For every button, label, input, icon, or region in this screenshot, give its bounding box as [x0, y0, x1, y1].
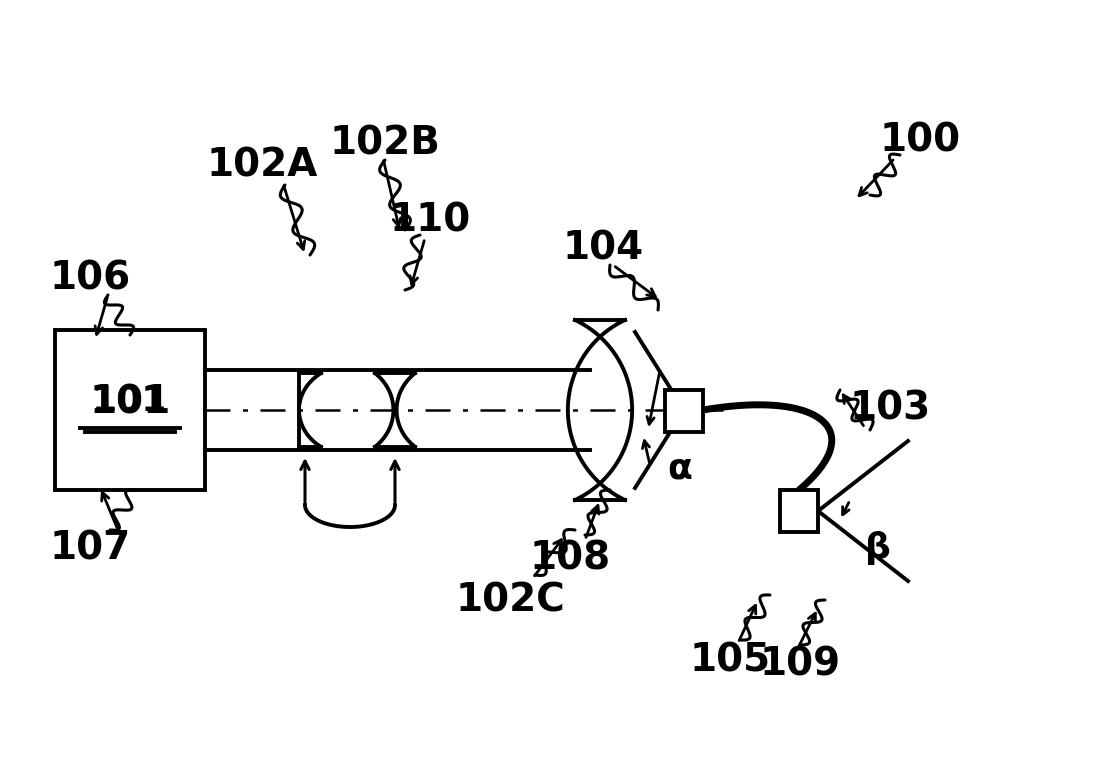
Bar: [780, 490, 818, 532]
Text: 102A: 102A: [206, 146, 318, 184]
Text: 100: 100: [879, 121, 960, 159]
Text: 108: 108: [530, 539, 611, 577]
Text: 109: 109: [760, 646, 841, 684]
Text: α: α: [668, 451, 692, 485]
Bar: [55, 330, 205, 490]
Text: 105: 105: [690, 641, 771, 679]
Text: 102C: 102C: [456, 581, 565, 619]
Text: β: β: [865, 531, 891, 565]
Text: 110: 110: [390, 201, 471, 239]
Text: 104: 104: [563, 229, 644, 267]
Text: 101: 101: [92, 383, 168, 417]
Text: 102B: 102B: [330, 124, 440, 162]
Text: 103: 103: [850, 389, 931, 427]
Text: 101: 101: [90, 383, 171, 421]
Bar: [665, 390, 703, 432]
Text: 107: 107: [49, 529, 130, 567]
Text: 106: 106: [49, 259, 130, 297]
